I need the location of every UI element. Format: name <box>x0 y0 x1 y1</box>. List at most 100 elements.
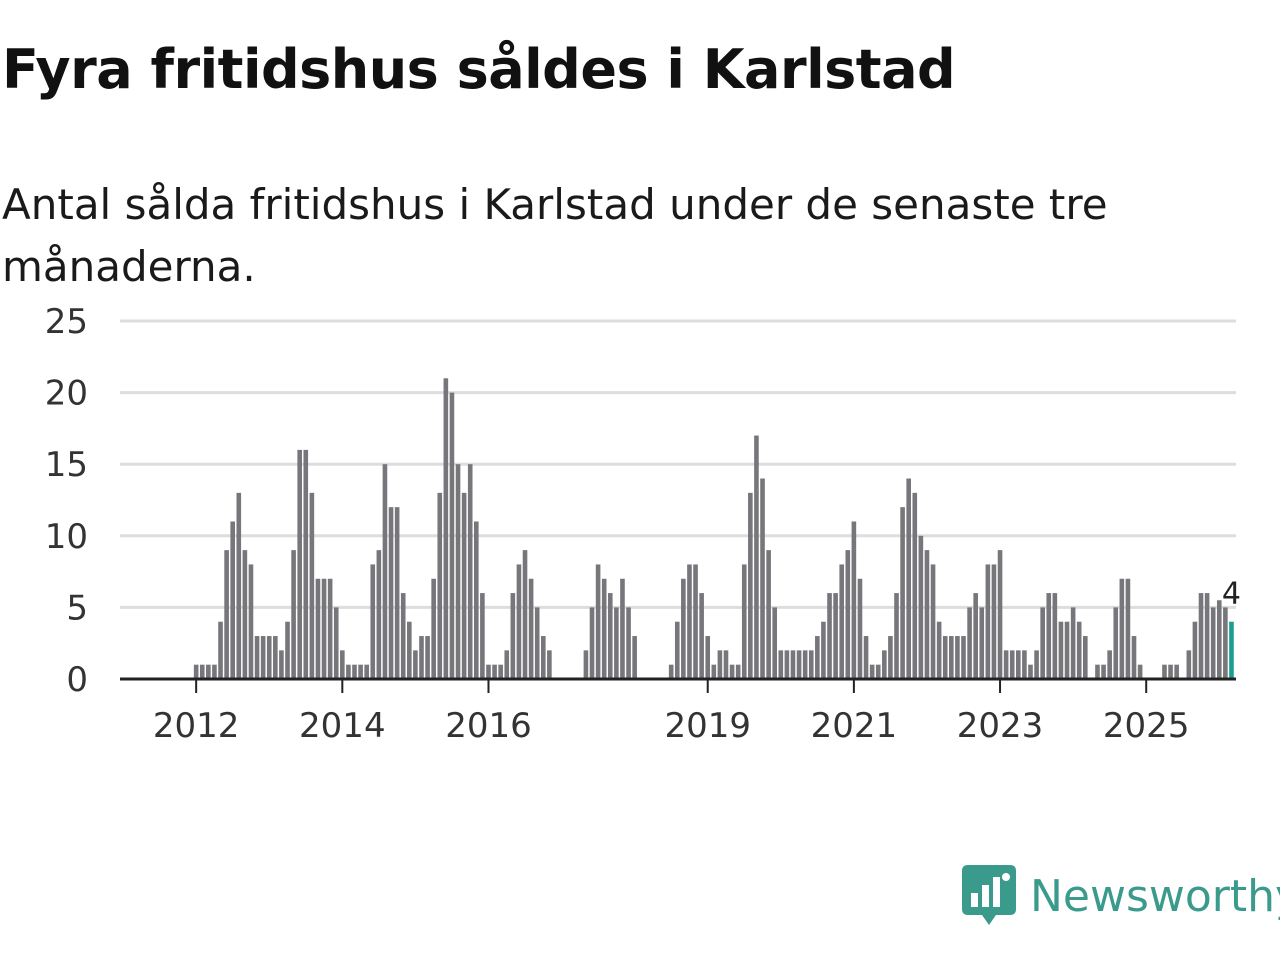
bar <box>729 664 735 679</box>
bar <box>583 650 589 679</box>
bar <box>681 578 686 679</box>
bar <box>279 650 284 679</box>
bar <box>614 607 619 679</box>
bar <box>845 550 851 679</box>
bar <box>522 550 528 679</box>
bars <box>193 378 1234 679</box>
bar <box>1137 664 1143 679</box>
bar <box>528 578 534 679</box>
x-axis <box>120 677 1236 693</box>
bar <box>358 664 363 679</box>
bar <box>979 607 985 679</box>
bar <box>254 636 260 679</box>
bar <box>1101 664 1106 679</box>
bar <box>839 564 844 679</box>
bar <box>626 607 631 679</box>
bar <box>400 593 406 679</box>
bar <box>1162 664 1167 679</box>
bar <box>827 593 832 679</box>
bar <box>1040 607 1045 679</box>
bar <box>851 521 857 679</box>
y-tick-label: 5 <box>66 588 88 628</box>
bar <box>382 464 388 679</box>
bar <box>443 378 449 679</box>
bar <box>486 664 491 679</box>
bar <box>516 564 522 679</box>
bar <box>1107 650 1112 679</box>
bar <box>455 464 461 679</box>
bar <box>510 593 516 679</box>
bar <box>309 492 315 679</box>
bar <box>882 650 887 679</box>
bar <box>449 392 455 679</box>
bar <box>212 664 217 679</box>
bar <box>407 621 412 679</box>
bar <box>875 664 881 679</box>
bar <box>693 564 698 679</box>
bar <box>1168 664 1173 679</box>
bar <box>748 492 753 679</box>
bar <box>930 564 936 679</box>
bar <box>961 636 966 679</box>
bar <box>668 664 674 679</box>
bar <box>808 650 814 679</box>
bar <box>199 664 205 679</box>
bar <box>321 578 327 679</box>
bar <box>924 550 930 679</box>
bar <box>833 593 838 679</box>
bar <box>1009 650 1015 679</box>
bar <box>735 664 741 679</box>
x-tick-label: 2025 <box>1103 706 1190 746</box>
bar <box>936 621 942 679</box>
bar <box>699 593 704 679</box>
x-tick-label: 2012 <box>153 706 240 746</box>
x-tick-label: 2016 <box>445 706 532 746</box>
bar <box>327 578 333 679</box>
bar <box>376 550 382 679</box>
bar <box>589 607 595 679</box>
bar <box>1064 621 1070 679</box>
bar <box>1052 593 1058 679</box>
newsworthy-logo-icon <box>962 865 1016 925</box>
bar <box>431 578 436 679</box>
bar <box>802 650 808 679</box>
bar <box>1192 621 1198 679</box>
bar <box>900 507 905 679</box>
bar <box>437 492 443 679</box>
bar <box>967 607 972 679</box>
bar <box>1058 621 1064 679</box>
bar <box>260 636 266 679</box>
bar <box>632 636 637 679</box>
bar <box>778 650 784 679</box>
bar <box>1216 600 1222 679</box>
bar <box>273 636 278 679</box>
bar <box>425 636 430 679</box>
bar <box>687 564 692 679</box>
y-tick-label: 25 <box>45 302 88 342</box>
bar <box>955 636 960 679</box>
bar <box>480 593 485 679</box>
bar <box>364 664 369 679</box>
bar <box>674 621 680 679</box>
bar <box>248 564 254 679</box>
bar <box>388 507 394 679</box>
latest-value-label: 4 <box>1222 577 1241 612</box>
bar <box>1204 593 1210 679</box>
bar <box>498 664 503 679</box>
bar <box>285 621 290 679</box>
bar <box>474 521 479 679</box>
bar <box>766 550 771 679</box>
x-tick-label: 2019 <box>664 706 751 746</box>
bar <box>467 464 473 679</box>
bar <box>723 650 729 679</box>
bar <box>461 492 467 679</box>
bar <box>973 593 978 679</box>
bar <box>1113 607 1119 679</box>
bar <box>540 636 546 679</box>
bar <box>601 578 607 679</box>
bar <box>1125 578 1131 679</box>
bar <box>869 664 875 679</box>
bar <box>1119 578 1125 679</box>
